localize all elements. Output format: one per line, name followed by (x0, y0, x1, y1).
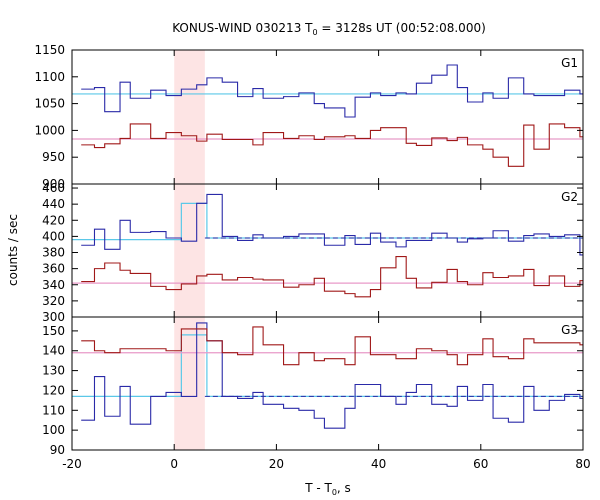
y-tick-label: 100 (42, 423, 65, 437)
y-axis-label: counts / sec (6, 214, 20, 286)
blue-step-series-g3 (81, 322, 583, 429)
title-suffix: = 3128s UT (00:52:08.000) (318, 21, 486, 35)
red-step-series-g2 (81, 255, 583, 298)
y-tick-label: 130 (42, 364, 65, 378)
y-tick-label: 440 (42, 197, 65, 211)
panel-g1: 900 950 1000 1050 1100 1150 G1 (34, 43, 584, 191)
x-tick-label: -20 (62, 457, 82, 471)
title-prefix: KONUS-WIND 030213 T (172, 21, 313, 35)
panel-label-g3: G3 (561, 323, 578, 337)
x-axis-label: T - T0, s (304, 481, 351, 497)
svg-text:T - T0, s: T - T0, s (304, 481, 351, 497)
y-tick-label: 1000 (34, 123, 65, 137)
y-tick-label: 340 (42, 278, 65, 292)
y-tick-label: 900 (42, 177, 65, 191)
y-tick-label: 420 (42, 213, 65, 227)
y-tick-label: 1100 (34, 70, 65, 84)
panel-g3: 90 100 110 120 130 140 150 G3 (42, 316, 584, 457)
x-label-suffix: , s (337, 481, 351, 495)
y-tick-label: 950 (42, 150, 65, 164)
panel-frame-g2 (71, 183, 584, 318)
blue-background-g2 (72, 202, 583, 241)
y-tick-label: 380 (42, 246, 65, 260)
y-tick-label: 150 (42, 324, 65, 338)
y-tick-label: 360 (42, 262, 65, 276)
blue-step-series-g2 (81, 193, 583, 256)
x-tick-label: 80 (575, 457, 590, 471)
y-tick-label: 400 (42, 229, 65, 243)
svg-text:KONUS-WIND 030213 T0 = 3128s U: KONUS-WIND 030213 T0 = 3128s UT (00:52:0… (172, 21, 486, 37)
panel-frame-g3 (71, 316, 584, 451)
title-subscript: 0 (312, 28, 317, 37)
y-tick-label: 90 (50, 443, 65, 457)
red-step-series-g3 (81, 326, 583, 366)
x-label-subscript: 0 (332, 488, 337, 497)
y-tick-label: 460 (42, 181, 65, 195)
highlight-interval (174, 50, 205, 450)
y-tick-label: 140 (42, 344, 65, 358)
y-tick-label: 1050 (34, 97, 65, 111)
red-step-series-g1 (81, 123, 583, 167)
panel-label-g2: G2 (561, 190, 578, 204)
x-tick-label: 0 (170, 457, 178, 471)
x-tick-label: 60 (473, 457, 488, 471)
chart-title: KONUS-WIND 030213 T0 = 3128s UT (00:52:0… (172, 21, 486, 37)
panel-label-g1: G1 (561, 56, 578, 70)
x-tick-label: 20 (269, 457, 284, 471)
panel-g2: 300 320 340 360 380 400 420 440 460 G2 (42, 181, 584, 324)
y-tick-label: 320 (42, 294, 65, 308)
blue-background-g3 (72, 334, 583, 398)
y-tick-label: 1150 (34, 43, 65, 57)
panel-frame-g1 (71, 49, 584, 185)
y-tick-label: 300 (42, 310, 65, 324)
x-tick-label: 40 (371, 457, 386, 471)
x-label-prefix: T - T (304, 481, 332, 495)
y-tick-label: 120 (42, 383, 65, 397)
plot-area: 9009501000105011001150G13003203403603804… (34, 43, 590, 471)
blue-step-series-g1 (81, 64, 583, 118)
y-tick-label: 110 (42, 403, 65, 417)
